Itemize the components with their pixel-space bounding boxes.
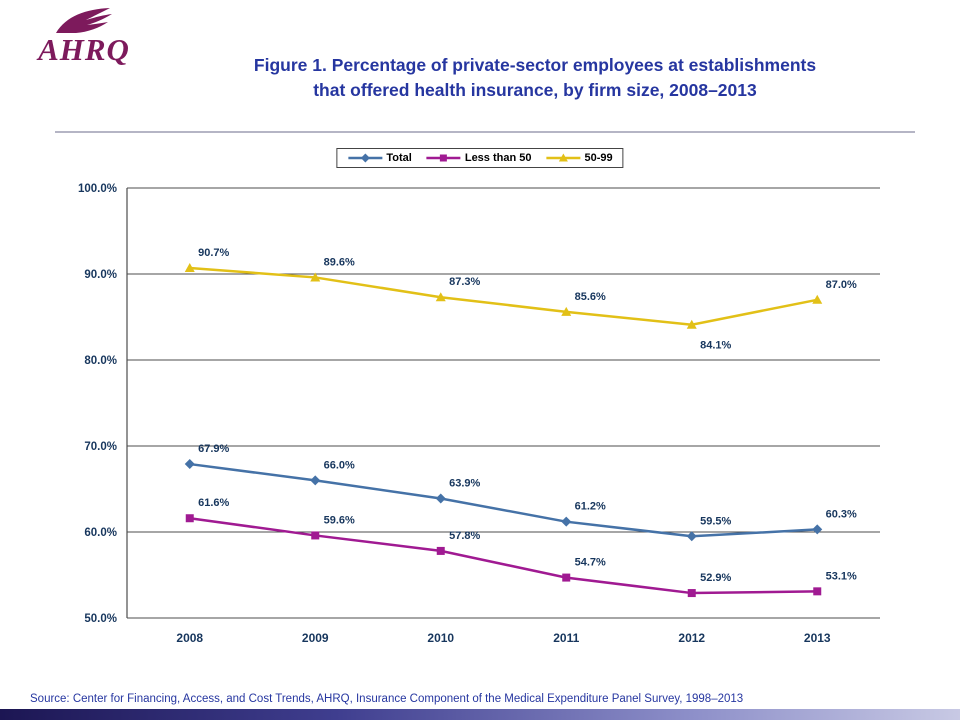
x-tick-label: 2011 [553,631,579,645]
y-tick-label: 90.0% [84,269,117,281]
data-label: 57.8% [449,530,480,542]
data-label: 85.6% [575,291,606,303]
triangle-marker [310,272,321,282]
page-title: Figure 1. Percentage of private-sector e… [150,53,920,102]
source-note: Source: Center for Financing, Access, an… [30,693,744,705]
diamond-marker [435,493,446,504]
series-total: 67.9% 66.0% 63.9% 61.2% 59.5% 60.3% [184,443,857,542]
data-label: 87.3% [449,276,480,288]
diamond-marker [310,475,321,486]
data-label: 60.3% [826,508,857,520]
series-line-less-than-50 [189,517,818,595]
data-label: 53.1% [826,570,857,582]
diamond-marker [686,531,697,542]
legend-label: Less than 50 [464,152,532,164]
triangle-marker [812,294,823,304]
square-marker [687,589,696,598]
y-tick-label: 70.0% [84,441,117,453]
x-tick-label: 2009 [302,631,329,645]
legend-item-50-99: 50-99 [545,152,613,164]
diamond-marker [561,516,572,527]
legend-item-less-than-50: Less than 50 [426,152,532,164]
legend-square-icon [426,154,461,162]
series-line-50-99 [189,266,818,327]
title-line-1: Figure 1. Percentage of private-sector e… [253,55,817,75]
x-tick-label: 2013 [804,631,831,645]
x-tick-label: 2008 [176,631,203,645]
data-label: 61.2% [575,501,606,513]
triangle-marker [686,319,697,329]
x-tick-label: 2010 [427,631,454,645]
diamond-marker [360,153,370,163]
legend-triangle-icon [546,153,581,162]
y-tick-label: 50.0% [84,613,117,625]
data-label: 89.6% [324,256,355,268]
data-label: 66.0% [324,459,355,471]
x-axis-labels: 2008 2009 2010 2011 2012 2013 [176,631,831,645]
data-label: 90.7% [198,247,229,259]
data-label: 59.6% [324,514,355,526]
triangle-marker [558,153,568,162]
y-tick-label: 60.0% [84,527,117,539]
y-tick-label: 100.0% [78,183,117,195]
chart-legend: Total Less than 50 50-99 [336,148,624,168]
legend-diamond-icon [348,153,383,163]
data-label: 63.9% [449,477,480,489]
data-label: 54.7% [575,557,606,569]
data-label: 67.9% [198,443,229,455]
diamond-marker [812,524,823,535]
footer-gradient-bar [0,709,960,720]
eagle-icon [56,8,112,33]
triangle-marker [561,306,572,316]
x-tick-label: 2012 [678,631,705,645]
diamond-marker [184,459,195,470]
header-divider [55,131,915,133]
data-label: 52.9% [700,572,731,584]
gridlines: 50.0% 60.0% 70.0% 80.0% 90.0% 100.0% [78,183,880,625]
triangle-marker [435,292,446,302]
y-tick-label: 80.0% [84,355,117,367]
series-less-than-50: 61.6% 59.6% 57.8% 54.7% 52.9% 53.1% [185,497,857,598]
chart-svg: 50.0%60.0%70.0%80.0%90.0%100.0%2008 2009 2… [78,183,880,645]
square-marker [185,514,194,523]
square-marker [311,531,320,540]
series-line-total [189,462,818,538]
ahrq-logo: AHRQ [26,6,142,65]
data-label: 84.1% [700,340,731,352]
data-label: 87.0% [826,279,857,291]
data-label: 61.6% [198,497,229,509]
line-chart: 50.0% 60.0% 70.0% 80.0% 90.0% 100.0% 2008 2009 2… [65,176,895,650]
legend-label: 50-99 [584,152,613,164]
legend-item-total: Total [347,152,412,164]
legend-label: Total [386,152,412,164]
square-marker [440,154,448,162]
triangle-marker [184,262,195,272]
data-label: 59.5% [700,515,731,527]
series-50-99: 90.7% 89.6% 87.3% 85.6% 84.1% 87.0% [184,247,857,352]
square-marker [562,573,571,582]
title-line-2: that offered health insurance, by firm s… [313,79,757,100]
square-marker [436,546,445,555]
ahrq-logo-text: AHRQ [38,32,130,67]
square-marker [813,587,822,596]
